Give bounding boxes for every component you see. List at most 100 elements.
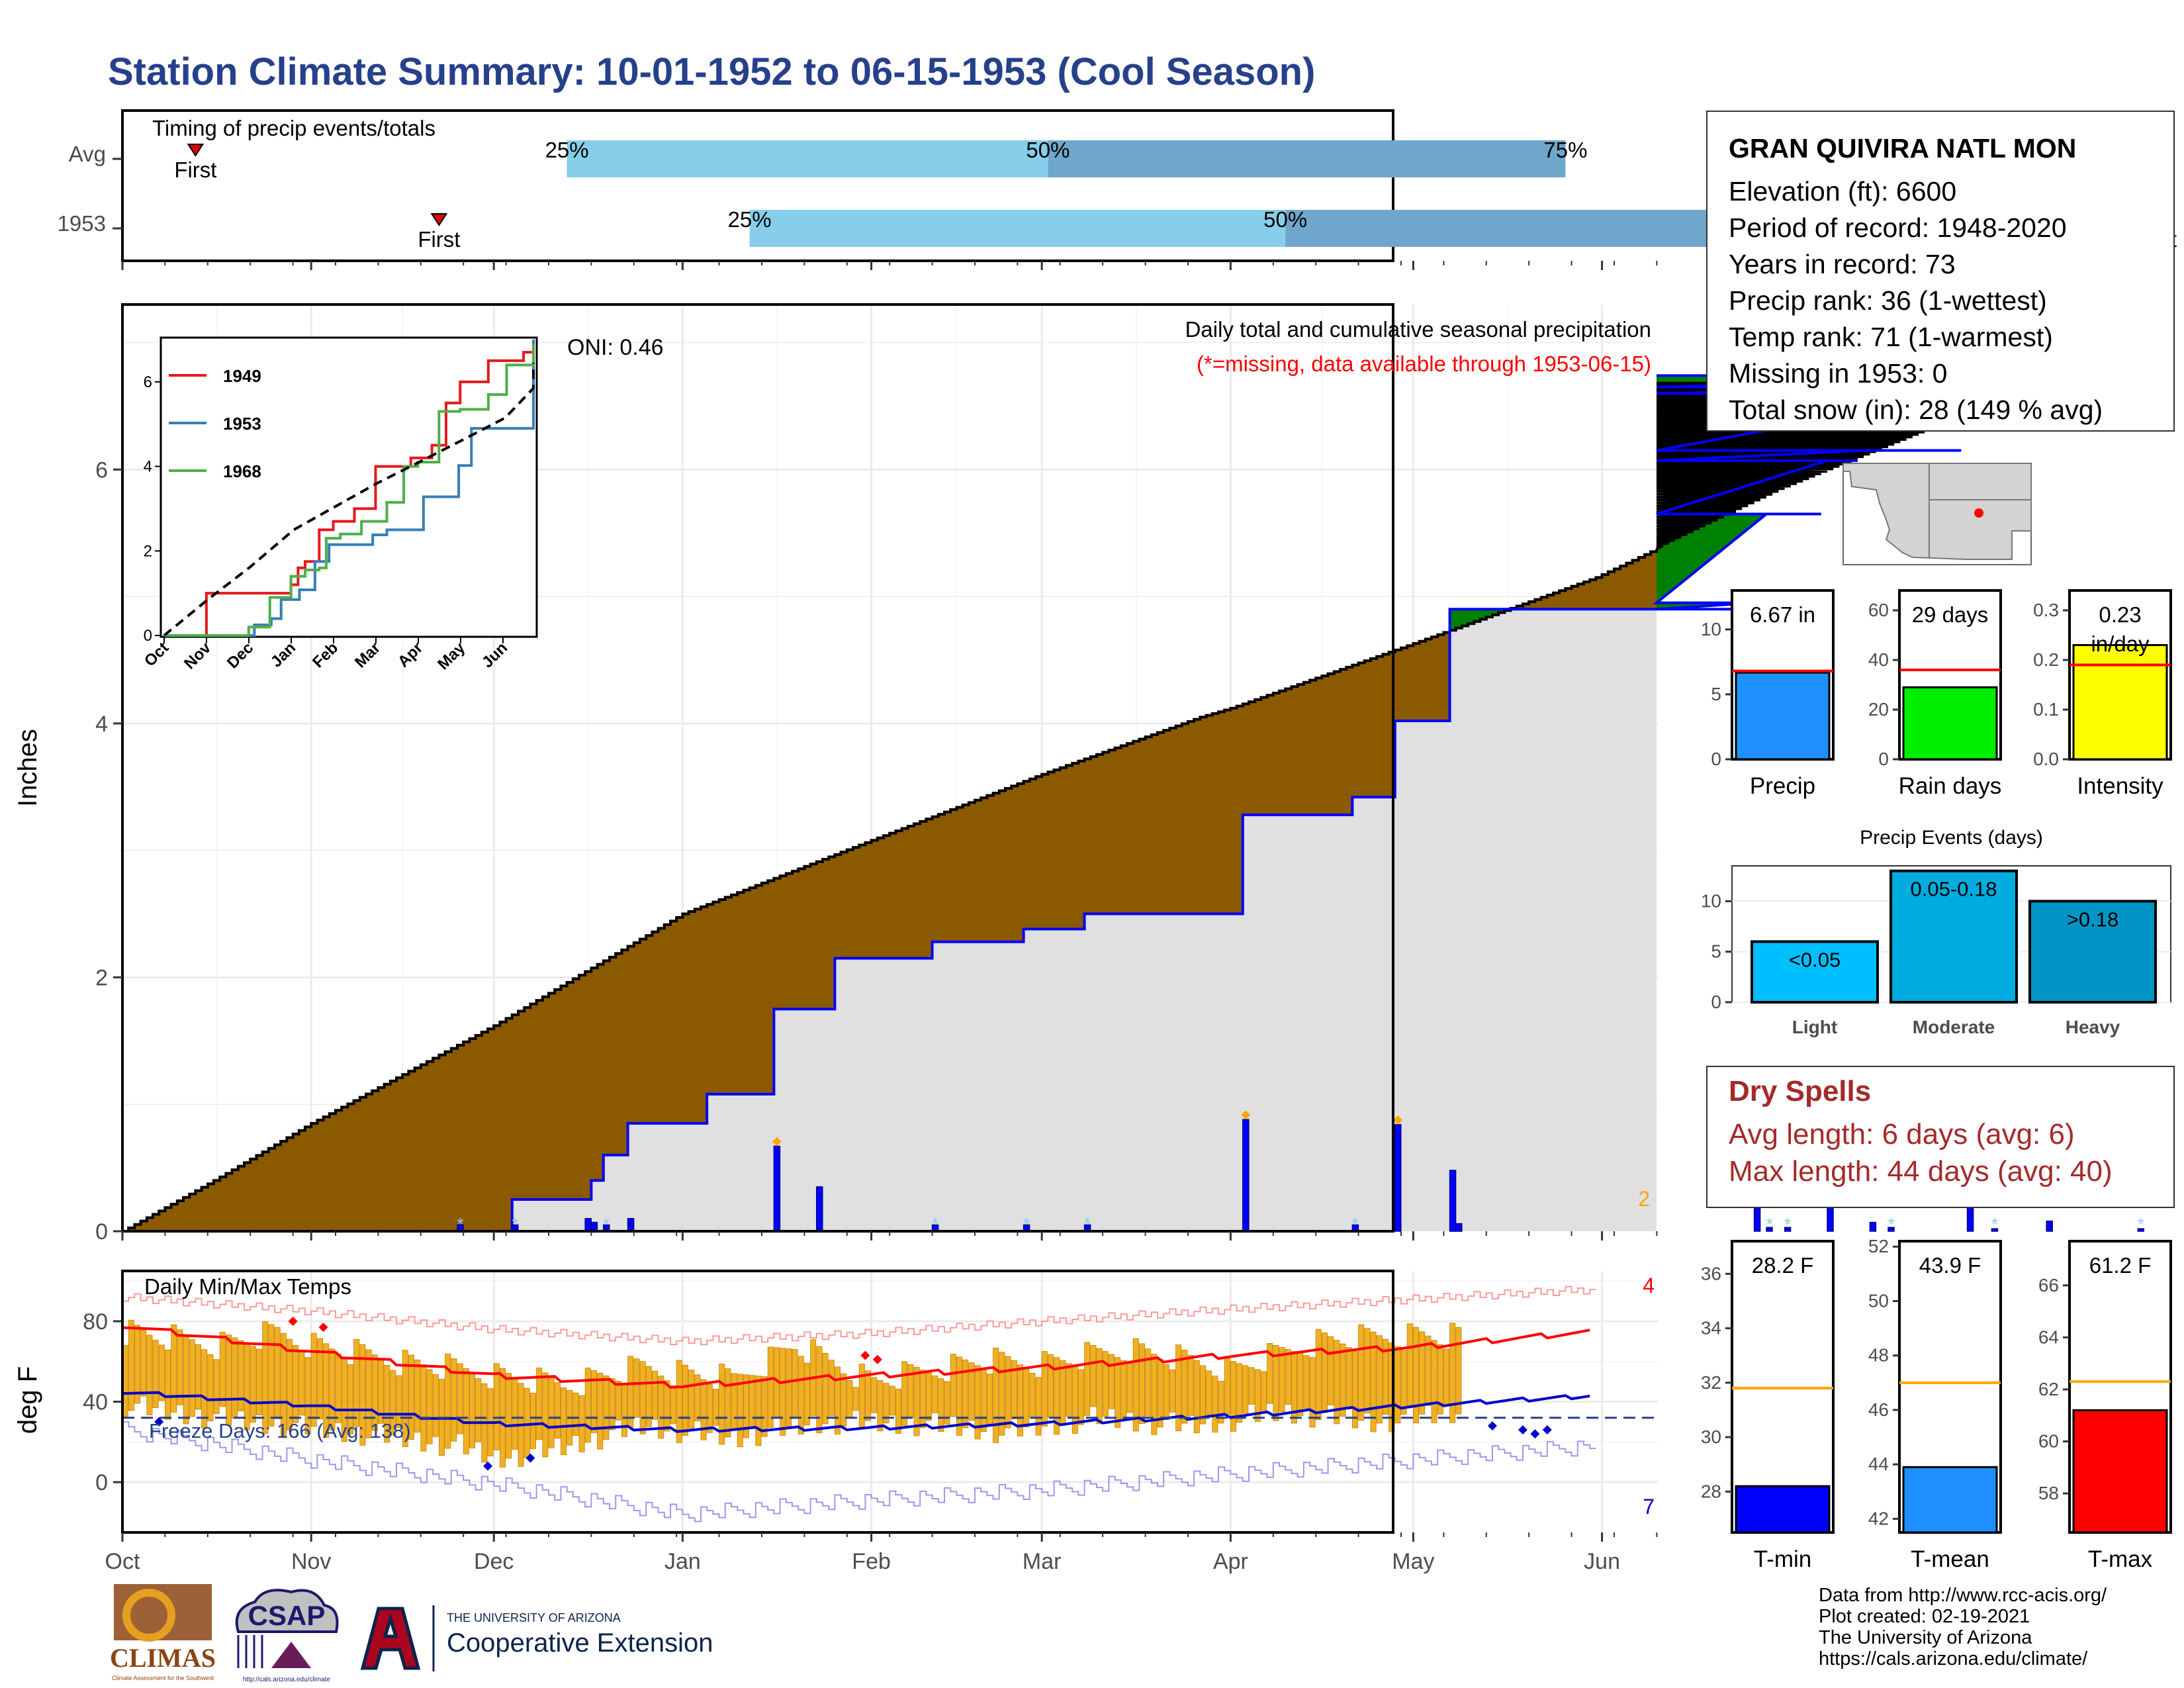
rain-days-chart-ytick-label: 20	[1868, 699, 1889, 720]
daily-temp-bar	[1236, 1363, 1243, 1423]
temp-count-bottom: 7	[1643, 1495, 1655, 1519]
daily-temp-bar	[1412, 1327, 1419, 1423]
trace-marker-icon: *	[1991, 1214, 1998, 1234]
temp-min-chart-ytick-label: 28	[1701, 1481, 1721, 1501]
temp-min-chart: 28.2 F 28 30 32 34 36 T-min	[1701, 1240, 1835, 1572]
daily-temp-bar	[1297, 1353, 1304, 1417]
daily-temp-bar	[725, 1368, 731, 1438]
daily-temp-bar	[603, 1376, 610, 1440]
daily-temp-bar	[561, 1387, 567, 1456]
daily-temp-bar	[658, 1376, 664, 1439]
inset-ytick-label: 0	[144, 627, 152, 645]
daily-temp-bar	[323, 1343, 330, 1438]
daily-temp-bar	[158, 1344, 165, 1401]
daily-temp-bar	[987, 1374, 993, 1425]
daily-temp-bar	[633, 1358, 640, 1418]
daily-temp-bar	[293, 1345, 299, 1423]
daily-temp-bar	[676, 1360, 682, 1443]
daily-precip-bar	[2046, 1220, 2053, 1232]
daily-temp-bar	[713, 1389, 719, 1426]
daily-temp-bar	[1419, 1331, 1426, 1415]
daily-temp-bar	[530, 1393, 537, 1449]
daily-temp-bar	[652, 1370, 659, 1420]
csap-mountain-icon	[271, 1642, 311, 1668]
daily-temp-bar	[1132, 1338, 1139, 1432]
temp-min-chart-category-label: T-min	[1754, 1546, 1812, 1572]
daily-precip-bar	[1766, 1227, 1773, 1232]
month-label: Oct	[105, 1549, 140, 1574]
record-precip-marker-icon	[772, 1137, 782, 1147]
daily-temp-bar	[1322, 1333, 1328, 1413]
daily-temp-bar	[353, 1338, 360, 1427]
record-max-line	[122, 1286, 1596, 1346]
daily-temp-bar	[134, 1325, 140, 1404]
daily-temp-bar	[816, 1346, 823, 1434]
record-low-marker-icon	[1518, 1425, 1527, 1435]
daily-temp-bar	[822, 1352, 829, 1425]
record-high-marker-icon	[860, 1350, 870, 1360]
daily-temp-bar	[1078, 1369, 1085, 1425]
daily-temp-bar	[999, 1352, 1005, 1436]
daily-temp-bar	[1273, 1345, 1279, 1421]
daily-temp-bar	[1096, 1348, 1103, 1425]
daily-temp-bar	[670, 1385, 676, 1425]
daily-temp-bar	[1151, 1354, 1158, 1435]
daily-temp-bar	[835, 1366, 841, 1434]
daily-temp-bar	[445, 1353, 451, 1449]
precip-count-label: 2	[1638, 1187, 1650, 1211]
daily-temp-bar	[255, 1348, 262, 1415]
daily-temp-bar	[408, 1354, 415, 1440]
daily-precip-bar	[1242, 1119, 1250, 1232]
inset-series-line	[164, 344, 535, 637]
observed-cumulative-line	[122, 374, 2089, 1233]
precip-total-chart-bar	[1735, 671, 1831, 761]
rain-days-chart-ytick-label: 40	[1868, 649, 1889, 670]
daily-temp-bar	[213, 1359, 220, 1415]
daily-temp-bar	[993, 1347, 999, 1443]
csap-cloud-icon	[235, 1589, 339, 1633]
month-label: Apr	[1213, 1549, 1248, 1574]
daily-temp-bar	[828, 1360, 835, 1417]
timing-row-label-avg: Avg	[69, 142, 106, 166]
daily-temp-bar	[932, 1375, 938, 1413]
daily-temp-bar	[901, 1361, 908, 1426]
daily-temp-bar	[1340, 1343, 1346, 1417]
daily-temp-bar	[1206, 1370, 1212, 1415]
ua-line1: THE UNIVERSITY OF ARIZONA	[447, 1611, 621, 1624]
daily-precip-bar	[1449, 1170, 1457, 1232]
daily-temp-bar	[1126, 1363, 1133, 1413]
precip-events-chart: Precip Events (days) <0.05 Light 0.05-0.18 M…	[1701, 827, 2171, 1037]
temp-mean-chart-category-label: T-mean	[1911, 1546, 1989, 1572]
temp-min-chart-ytick-label: 32	[1701, 1372, 1721, 1393]
daily-temp-bar	[1041, 1351, 1048, 1427]
daily-temp-bar	[268, 1324, 275, 1427]
dry-spells-title: Dry Spells	[1729, 1075, 1872, 1107]
csap-wordmark: CSAP	[248, 1600, 326, 1631]
daily-temp-bar	[171, 1324, 177, 1413]
temp-mean-chart-ytick-label: 52	[1868, 1236, 1889, 1256]
intensity-chart-value-label: 0.23	[2099, 602, 2141, 627]
daily-temp-bar	[183, 1334, 189, 1425]
record-high-marker-icon	[318, 1323, 328, 1333]
temp-mean-chart-ytick-label: 50	[1868, 1290, 1889, 1311]
daily-temp-bar	[883, 1383, 889, 1424]
daily-temp-bar	[286, 1338, 293, 1430]
footer-line-created: Plot created: 02-19-2021	[1819, 1606, 2030, 1627]
intensity-chart-ytick-label: 0.1	[2033, 699, 2059, 720]
daily-temp-bar	[426, 1369, 433, 1444]
daily-temp-bar	[207, 1354, 214, 1422]
intensity-chart-ytick-label: 0.0	[2033, 749, 2059, 769]
inset-series-line	[163, 363, 535, 637]
temp-count-top: 4	[1643, 1274, 1655, 1297]
station-name: GRAN QUIVIRA NATL MON	[1729, 133, 2077, 164]
daily-temp-bar	[1334, 1340, 1340, 1425]
daily-temp-bar	[944, 1381, 950, 1425]
month-label: Feb	[852, 1549, 891, 1574]
temp-mean-chart-ytick-label: 44	[1868, 1454, 1889, 1474]
daily-temp-bar	[865, 1370, 872, 1421]
inset-legend-label: 1953	[223, 414, 261, 434]
dry-spells-avg: Avg length: 6 days (avg: 6)	[1729, 1118, 2075, 1150]
daily-temp-bar	[749, 1375, 756, 1429]
station-elevation: Elevation (ft): 6600	[1729, 176, 1957, 207]
daily-temp-bar	[250, 1346, 256, 1423]
